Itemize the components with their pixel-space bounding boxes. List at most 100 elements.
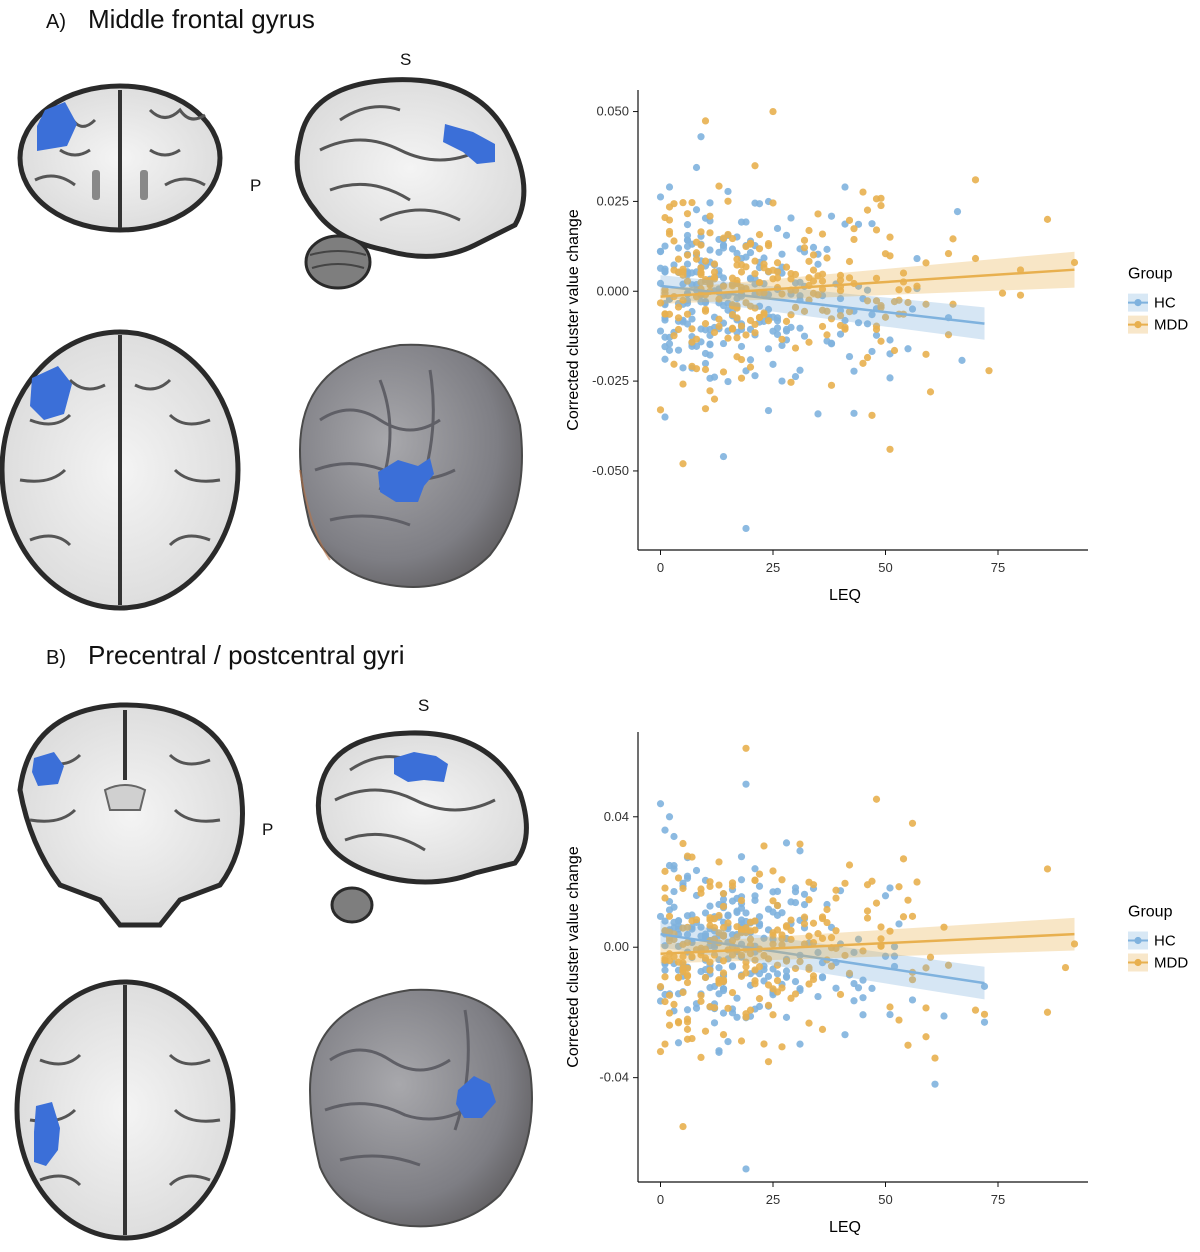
data-point (769, 1011, 777, 1019)
panel-a-sagittal-slice (294, 77, 527, 290)
data-point (751, 980, 759, 988)
data-point (836, 294, 845, 303)
data-point (778, 341, 786, 350)
data-point (769, 940, 777, 948)
data-point (899, 913, 908, 921)
data-point (719, 924, 728, 932)
data-point (823, 254, 831, 262)
data-point (800, 913, 809, 921)
data-point (791, 344, 800, 352)
data-point (845, 969, 854, 977)
data-point (845, 274, 854, 282)
data-point (872, 274, 881, 282)
data-point (809, 243, 818, 252)
data-point (818, 914, 827, 923)
data-point (674, 1039, 683, 1047)
data-point (773, 324, 782, 332)
data-point (926, 388, 935, 396)
data-point (661, 316, 669, 324)
panel-a-x-tick-label: 25 (766, 560, 780, 575)
data-point (679, 296, 687, 304)
data-point (872, 226, 881, 234)
data-point (773, 961, 782, 969)
data-point (895, 1016, 903, 1024)
data-point (715, 182, 723, 190)
data-point (805, 257, 813, 265)
data-point (877, 923, 885, 931)
data-point (980, 982, 989, 990)
data-point (719, 282, 728, 290)
data-point (751, 892, 759, 900)
data-point (728, 937, 737, 945)
data-point (706, 199, 714, 207)
data-point (778, 250, 786, 258)
data-point (809, 251, 818, 259)
data-point (746, 316, 755, 325)
data-point (805, 338, 813, 346)
data-point (1043, 215, 1052, 223)
data-point (710, 260, 719, 268)
data-point (674, 346, 683, 354)
data-point (701, 1027, 710, 1035)
data-point (868, 411, 876, 419)
data-point (778, 931, 786, 939)
data-point (832, 984, 840, 992)
data-point (854, 935, 863, 943)
data-point (949, 235, 957, 243)
data-point (913, 282, 921, 290)
data-point (796, 958, 804, 966)
panel-a-letter: A) (46, 11, 66, 33)
data-point (805, 896, 813, 904)
panel-a-legend-title: Group (1128, 266, 1173, 283)
panel-a-y-tick-label: -0.050 (592, 463, 629, 478)
data-point (697, 997, 705, 1005)
data-point (868, 311, 876, 319)
data-point (755, 962, 764, 971)
panel-b-x-tick-label: 50 (878, 1192, 892, 1207)
data-point (782, 957, 791, 965)
data-point (674, 314, 683, 322)
panel-a-x-tick-label: 0 (657, 560, 664, 575)
data-point (746, 363, 755, 371)
data-point (800, 236, 809, 244)
data-point (836, 330, 845, 338)
data-point (679, 268, 687, 276)
panel-a-y-axis-label: Corrected cluster value change (565, 209, 582, 431)
data-point (841, 1031, 849, 1039)
panel-b-scatter-chart: 0 25 50 75 -0.04 0.00 0.04 LEQ Corrected cluster… (565, 732, 1188, 1236)
data-point (863, 206, 872, 214)
data-point (692, 365, 701, 373)
data-point (692, 916, 701, 924)
panel-b-3d-render (308, 988, 533, 1228)
data-point (764, 406, 773, 415)
data-point (881, 892, 890, 900)
data-point (782, 317, 791, 325)
data-point (706, 340, 714, 349)
data-point (697, 991, 705, 1000)
data-point (665, 183, 674, 191)
data-point (697, 1053, 705, 1062)
data-point (683, 852, 692, 860)
data-point (670, 360, 678, 368)
data-point (868, 220, 876, 228)
data-point (733, 908, 741, 917)
data-point (778, 290, 786, 298)
data-point (706, 212, 714, 220)
data-point (665, 1021, 674, 1029)
data-point (683, 242, 692, 251)
data-point (688, 952, 696, 961)
data-point (755, 278, 764, 287)
data-point (787, 378, 795, 386)
data-point (661, 942, 669, 950)
data-point (877, 935, 885, 943)
data-point (863, 907, 872, 915)
data-point (715, 881, 723, 889)
panel-b-fit-line-mdd (660, 932, 1075, 955)
data-point (949, 300, 957, 308)
data-point (796, 847, 804, 855)
data-point (737, 355, 746, 364)
data-point (845, 308, 854, 316)
panel-a-series-hc-points (656, 133, 966, 533)
data-point (809, 938, 818, 947)
data-point (818, 1025, 827, 1033)
